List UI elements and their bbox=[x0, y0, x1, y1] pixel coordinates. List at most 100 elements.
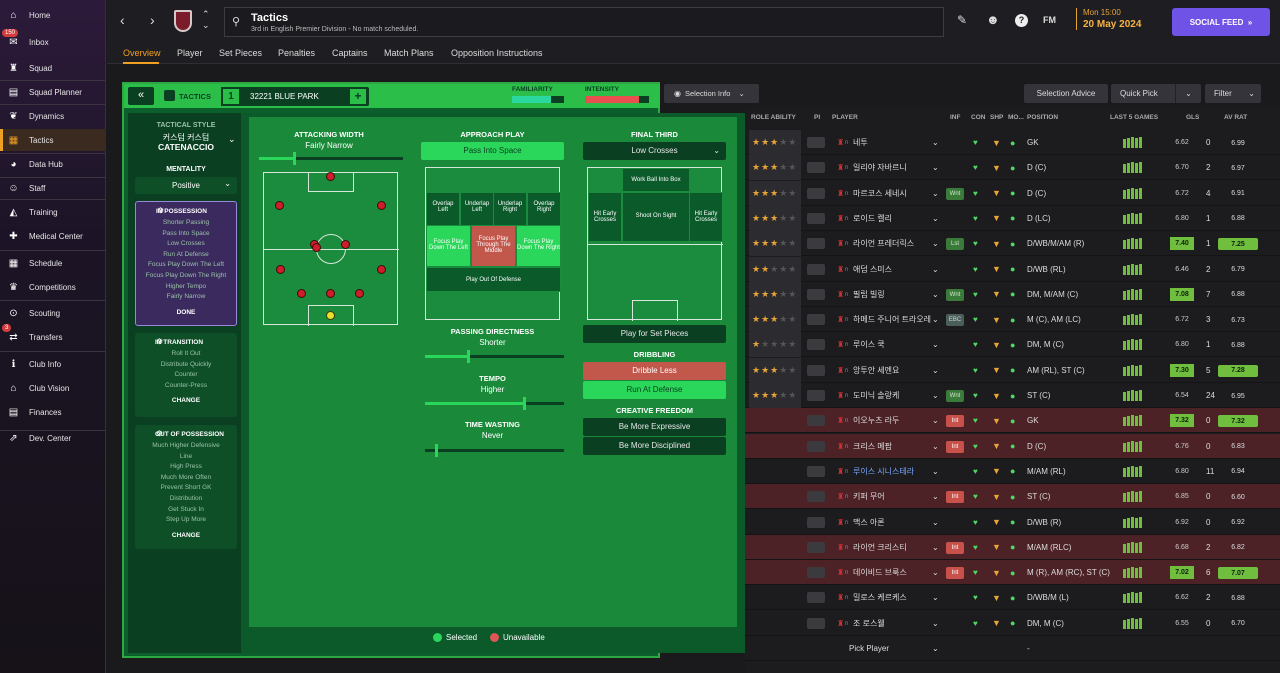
approach-zone-middle[interactable]: Focus Play Through The Middle bbox=[471, 225, 516, 267]
club-crest[interactable] bbox=[174, 10, 192, 32]
player-name[interactable]: 이오누츠 라두 bbox=[853, 416, 900, 426]
table-row[interactable]: ♜ ∩ 키퍼 무어 ⌄ Int ♥ ▼ ● ST (C) 6.85 0 6.60 bbox=[745, 484, 1280, 510]
table-row[interactable]: ★★★ ★★ ♜ ∩ 하메드 주니어 트라오레 ⌄ EBC ♥ ▼ ● M (C), AM (LC)… bbox=[745, 307, 1280, 333]
tab-penalties[interactable]: Penalties bbox=[278, 48, 316, 58]
tactic-slot[interactable]: 1 bbox=[221, 87, 241, 106]
chevron-down-icon[interactable]: ⌄ bbox=[1175, 84, 1201, 103]
chevron-down-icon[interactable]: ⌄ bbox=[932, 391, 939, 400]
dribble-less-button[interactable]: Dribble Less bbox=[583, 362, 726, 380]
player-instructions-icon[interactable] bbox=[807, 314, 825, 326]
tab-overview[interactable]: Overview bbox=[123, 48, 161, 58]
player-marker[interactable] bbox=[326, 172, 335, 181]
player-instructions-icon[interactable] bbox=[807, 137, 825, 148]
approach-zone-left[interactable]: Focus Play Down The Left bbox=[426, 225, 471, 267]
chevron-down-icon[interactable]: ⌄ bbox=[932, 568, 939, 578]
chevron-down-icon[interactable]: ⌄ bbox=[932, 644, 939, 653]
sidebar-item-data-hub[interactable]: ◕ Data Hub bbox=[0, 153, 106, 175]
chevron-down-icon[interactable]: ⌄ bbox=[932, 492, 939, 502]
table-row[interactable]: ★★★ ★★ ♜ ∩ 라이언 프레더릭스 ⌄ Lst ♥ ▼ ● D/WB/M/AM (R) 7.40… bbox=[745, 231, 1280, 257]
column-header[interactable]: PI bbox=[814, 114, 821, 121]
player-marker[interactable] bbox=[276, 265, 285, 274]
passing-directness-slider[interactable] bbox=[425, 350, 564, 363]
chevron-down-icon[interactable]: ⌄ bbox=[932, 593, 939, 603]
sidebar-item-dynamics[interactable]: ❦ Dynamics bbox=[0, 105, 106, 127]
player-instructions-icon[interactable] bbox=[807, 415, 825, 427]
approach-play-selected[interactable]: Pass Into Space bbox=[421, 142, 564, 160]
slider-knob[interactable] bbox=[293, 152, 296, 165]
sidebar-item-squad[interactable]: ♜ Squad bbox=[0, 57, 106, 79]
sidebar-item-competitions[interactable]: ♛ Competitions bbox=[0, 276, 106, 298]
table-row[interactable]: ♜ ∩ 라이언 크리스티 ⌄ Int ♥ ▼ ● M/AM (RLC) 6.68 2 6.82 bbox=[745, 534, 1280, 560]
player-marker[interactable] bbox=[312, 243, 321, 252]
column-header[interactable]: GLS bbox=[1186, 114, 1200, 121]
player-instructions-icon[interactable] bbox=[807, 212, 825, 224]
forward-icon[interactable]: › bbox=[150, 12, 155, 28]
player-instructions-icon[interactable] bbox=[807, 162, 825, 174]
table-row[interactable]: Pick Player ⌄ - bbox=[745, 636, 1280, 661]
table-row[interactable]: ♜ ∩ 이오누츠 라두 ⌄ Int ♥ ▼ ● GK 7.32 0 7.32 bbox=[745, 408, 1280, 434]
chevron-down-icon[interactable]: ⌄ bbox=[932, 239, 939, 249]
set-pieces-button[interactable]: Play for Set Pieces bbox=[583, 325, 726, 343]
player-instructions-icon[interactable] bbox=[807, 516, 825, 528]
table-row[interactable]: ★ ★★★★ ♜ ∩ 루이스 쿡 ⌄ ♥ ▼ ● DM, M (C) 6.80 1 6.88 bbox=[745, 332, 1280, 358]
quick-pick-button[interactable]: Quick Pick ⌄ bbox=[1111, 84, 1201, 103]
sidebar-item-home[interactable]: ⌂ Home bbox=[0, 4, 106, 26]
player-name[interactable]: 크리스 메팜 bbox=[853, 441, 893, 451]
chevron-down-icon[interactable]: ⌄ bbox=[932, 188, 939, 198]
chevron-down-icon[interactable]: ⌄ bbox=[228, 134, 236, 144]
player-instructions-icon[interactable] bbox=[807, 288, 825, 300]
table-row[interactable]: ♜ ∩ 조 로스웰 ⌄ ♥ ▼ ● DM, M (C) 6.55 0 6.70 bbox=[745, 611, 1280, 636]
sidebar-item-schedule[interactable]: ▦ Schedule bbox=[0, 252, 106, 274]
pick-player-button[interactable]: Pick Player bbox=[849, 644, 890, 653]
player-name[interactable]: 맥스 아론 bbox=[853, 517, 885, 527]
player-instructions-icon[interactable] bbox=[807, 238, 825, 250]
table-row[interactable]: ★★★ ★★ ♜ ∩ 로이드 켈리 ⌄ ♥ ▼ ● D (LC) 6.80 1 6.88 bbox=[745, 205, 1280, 231]
column-header[interactable]: AV RAT bbox=[1224, 114, 1248, 121]
player-name[interactable]: 조 로스웰 bbox=[853, 618, 885, 628]
sidebar-item-club-info[interactable]: ℹ Club Info bbox=[0, 353, 106, 375]
social-feed-button[interactable]: SOCIAL FEED » bbox=[1172, 8, 1270, 36]
chevron-down-icon[interactable]: ⌄ bbox=[932, 542, 939, 552]
table-row[interactable]: ★★ ★★★ ♜ ∩ 애덤 스미스 ⌄ ♥ ▼ ● D/WB (RL) 6.46 2 6.79 bbox=[745, 256, 1280, 282]
possession-card[interactable]: IN POSSESSION Shorter Passing Pass Into Sp… bbox=[135, 201, 237, 326]
player-instructions-icon[interactable] bbox=[807, 567, 825, 579]
final-third-zone[interactable]: Work Ball Into Box bbox=[622, 168, 690, 192]
sidebar-item-scouting[interactable]: ⊙ Scouting bbox=[0, 302, 106, 324]
chevron-down-icon[interactable]: ⌄ bbox=[932, 441, 939, 451]
manager-icon[interactable]: ☻ bbox=[986, 12, 1000, 27]
column-header[interactable]: POSITION bbox=[1027, 114, 1059, 121]
chevron-down-icon[interactable]: ⌄ bbox=[932, 466, 939, 476]
player-instructions-icon[interactable] bbox=[807, 263, 825, 275]
final-third-zone[interactable]: Hit Early Crosses bbox=[689, 192, 723, 242]
table-row[interactable]: ★★★ ★★ ♜ ∩ 앙투안 세멘요 ⌄ ♥ ▼ ● AM (RL), ST (C) 7.30 5 7.… bbox=[745, 357, 1280, 383]
be-more-expressive-button[interactable]: Be More Expressive bbox=[583, 418, 726, 436]
run-at-defense-button[interactable]: Run At Defense bbox=[583, 381, 726, 399]
column-header[interactable]: INF bbox=[950, 114, 961, 121]
player-instructions-icon[interactable] bbox=[807, 465, 825, 477]
back-icon[interactable]: ‹ bbox=[120, 12, 125, 28]
chevron-down-icon[interactable]: ⌄ bbox=[932, 416, 939, 426]
player-name[interactable]: 필립 빌링 bbox=[853, 289, 885, 299]
table-row[interactable]: ★★★ ★★ ♜ ∩ 도미닉 솔랑케 ⌄ Wnt ♥ ▼ ● ST (C) 6.54 24 6.95 bbox=[745, 383, 1280, 408]
column-header[interactable]: LAST 5 GAMES bbox=[1110, 114, 1159, 121]
fm-logo[interactable]: FM bbox=[1043, 15, 1056, 25]
club-switch-icon[interactable]: ⌃ ⌄ bbox=[202, 9, 210, 30]
table-row[interactable]: ★★★ ★★ ♜ ∩ 네투 ⌄ ♥ ▼ ● GK 6.62 0 6.99 bbox=[745, 130, 1280, 155]
table-row[interactable]: ♜ ∩ 밀로스 케르케스 ⌄ ♥ ▼ ● D/WB/M (L) 6.62 2 6.88 bbox=[745, 585, 1280, 611]
mentality-dropdown[interactable]: Positive ⌄ bbox=[135, 177, 237, 194]
player-marker[interactable] bbox=[341, 240, 350, 249]
approach-zone-right[interactable]: Focus Play Down The Right bbox=[516, 225, 561, 267]
sidebar-item-inbox[interactable]: ✉ Inbox 150 bbox=[0, 29, 106, 53]
edit-icon[interactable]: ✎ bbox=[957, 13, 968, 27]
player-name[interactable]: 루이스 시니스테라 bbox=[853, 466, 915, 476]
chevron-down-icon[interactable]: ⌄ bbox=[932, 340, 939, 350]
column-header[interactable]: SHP bbox=[990, 114, 1004, 121]
player-name[interactable]: 라이언 프레더릭스 bbox=[853, 239, 915, 249]
player-marker[interactable] bbox=[377, 201, 386, 210]
player-instructions-icon[interactable] bbox=[807, 339, 825, 351]
column-header[interactable]: PLAYER bbox=[832, 114, 858, 121]
goalkeeper-marker[interactable] bbox=[326, 311, 335, 320]
slider-knob[interactable] bbox=[467, 350, 470, 363]
chevron-down-icon[interactable]: ⌄ bbox=[932, 315, 939, 325]
tab-set-pieces[interactable]: Set Pieces bbox=[219, 48, 263, 58]
